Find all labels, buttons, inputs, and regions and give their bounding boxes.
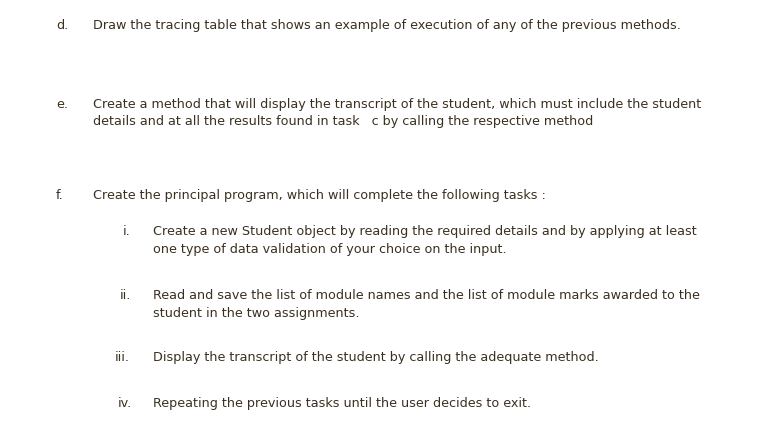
Text: Display the transcript of the student by calling the adequate method.: Display the transcript of the student by…: [153, 351, 599, 364]
Text: i.: i.: [122, 225, 130, 238]
Text: iv.: iv.: [118, 397, 132, 411]
Text: Create the principal program, which will complete the following tasks :: Create the principal program, which will…: [93, 189, 546, 202]
Text: iii.: iii.: [115, 351, 129, 364]
Text: Create a new Student object by reading the required details and by applying at l: Create a new Student object by reading t…: [153, 225, 698, 256]
Text: Draw the tracing table that shows an example of execution of any of the previous: Draw the tracing table that shows an exa…: [93, 19, 681, 32]
Text: d.: d.: [56, 19, 68, 32]
Text: Read and save the list of module names and the list of module marks awarded to t: Read and save the list of module names a…: [153, 289, 701, 320]
Text: ii.: ii.: [120, 289, 132, 302]
Text: Create a method that will display the transcript of the student, which must incl: Create a method that will display the tr…: [93, 98, 701, 128]
Text: e.: e.: [56, 98, 67, 111]
Text: f.: f.: [56, 189, 64, 202]
Text: Repeating the previous tasks until the user decides to exit.: Repeating the previous tasks until the u…: [153, 397, 532, 411]
